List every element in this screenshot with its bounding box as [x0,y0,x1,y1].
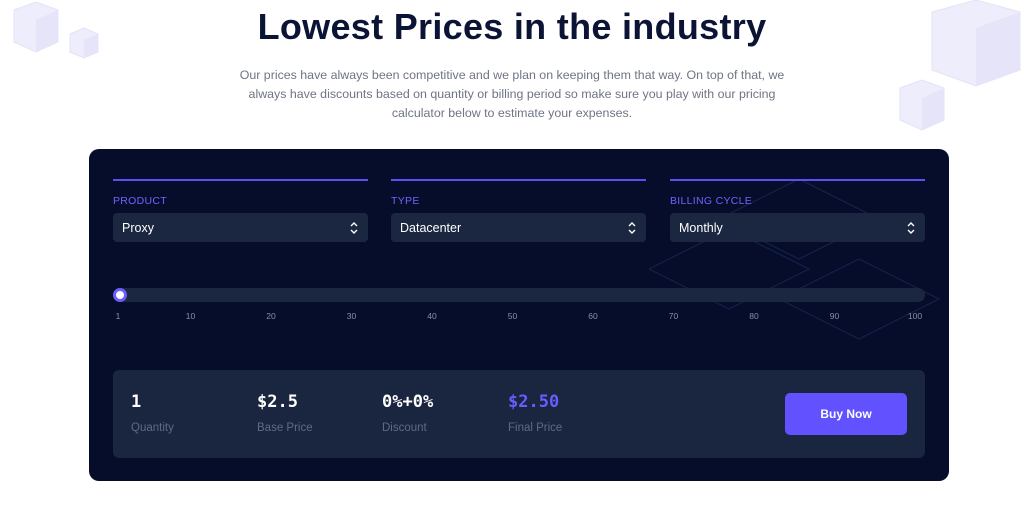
slider-tick-label: 70 [668,311,679,321]
quantity-stat: 1 Quantity [131,392,174,434]
billing-cycle-value: Monthly [679,220,723,235]
field-divider [391,179,646,181]
final-price-caption: Final Price [508,422,563,434]
diamond-outline-decoration-icon [649,179,941,340]
quantity-value: 1 [131,392,142,412]
slider-tick-label: 10 [185,311,196,321]
slider-tick-label: 50 [507,311,518,321]
page-title: Lowest Prices in the industry [257,6,767,47]
cube-decoration-icon [13,2,99,59]
billing-cycle-label: BILLING CYCLE [670,195,753,207]
page-subtitle: Our prices have always been competitive … [232,66,792,123]
slider-tick-label: 100 [907,311,923,321]
slider-tick-label: 20 [266,311,276,321]
pricing-calculator: PRODUCT Proxy TYPE Datacenter BILLING CY… [89,149,949,481]
quantity-slider-thumb[interactable] [113,288,127,302]
slider-ticks: 1 10 20 30 40 50 60 70 80 90 100 [89,311,949,323]
discount-caption: Discount [382,422,427,434]
billing-cycle-field: BILLING CYCLE Monthly [670,179,925,242]
field-divider [670,179,925,181]
slider-tick-label: 80 [749,311,759,321]
final-price-value: $2.50 [508,392,560,412]
final-price-stat: $2.50 Final Price [508,392,562,434]
slider-tick-label: 60 [588,311,598,321]
quantity-slider-track[interactable] [113,288,925,302]
chevron-updown-icon [350,221,358,234]
product-select[interactable]: Proxy [113,213,368,242]
subtitle-line: always have discounts based on quantity … [248,87,776,101]
field-divider [113,179,368,181]
type-value: Datacenter [400,220,462,235]
buy-now-button[interactable]: Buy Now [785,393,907,435]
cube-decoration-icon [899,0,1021,131]
subtitle-line: calculator below to estimate your expens… [391,106,633,120]
product-label: PRODUCT [113,195,168,207]
type-label: TYPE [391,195,420,207]
type-select[interactable]: Datacenter [391,213,646,242]
slider-tick-label: 30 [346,311,357,321]
product-field: PRODUCT Proxy [113,179,368,242]
slider-tick-label: 40 [427,311,437,321]
base-price-value: $2.5 [257,392,298,412]
subtitle-line: Our prices have always been competitive … [239,68,785,82]
type-field: TYPE Datacenter [391,179,646,242]
slider-tick-label: 90 [829,311,840,321]
billing-cycle-select[interactable]: Monthly [670,213,925,242]
discount-stat: 0%+0% Discount [382,392,433,434]
quantity-caption: Quantity [131,422,174,434]
chevron-updown-icon [628,221,636,234]
base-price-caption: Base Price [257,422,313,434]
base-price-stat: $2.5 Base Price [257,392,313,434]
price-summary: 1 Quantity $2.5 Base Price 0%+0% Discoun… [113,370,925,458]
slider-tick-label: 1 [115,311,121,321]
discount-value: 0%+0% [382,392,434,412]
chevron-updown-icon [907,221,915,234]
product-value: Proxy [122,220,154,235]
